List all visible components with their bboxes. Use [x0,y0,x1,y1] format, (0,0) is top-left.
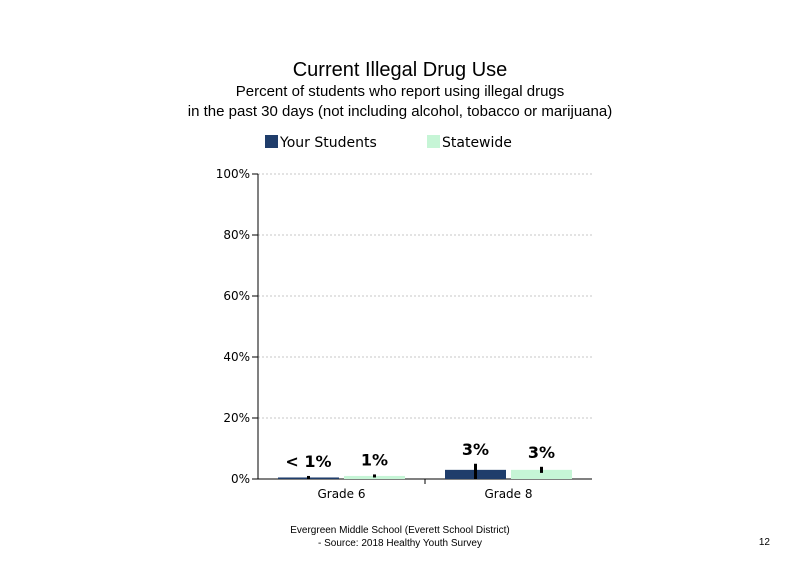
y-tick-label: 0% [231,472,250,486]
subtitle-line-2: in the past 30 days (not including alcoh… [187,103,613,120]
footer-source: - Source: 2018 Healthy Youth Survey [318,538,482,549]
y-tick-label: 100% [216,167,250,181]
page-number: 12 [758,537,770,548]
legend-label: Statewide [442,135,512,151]
legend-swatch [265,135,278,148]
y-tick-label: 80% [223,228,250,242]
chart-subtitle: Percent of students who report using ill… [0,82,800,122]
subtitle-line-1: Percent of students who report using ill… [235,83,565,100]
footer-school: Evergreen Middle School (Everett School … [290,525,510,536]
footer: Evergreen Middle School (Everett School … [200,524,600,550]
x-tick-label: Grade 8 [484,487,532,501]
legend-label: Your Students [279,135,377,151]
data-label: 1% [361,450,388,469]
bar [511,469,572,479]
data-label: < 1% [285,452,331,471]
x-tick-label: Grade 6 [317,487,365,501]
y-tick-label: 20% [223,411,250,425]
data-label: 3% [462,440,489,459]
legend-swatch [427,135,440,148]
chart-title: Current Illegal Drug Use [292,59,508,81]
y-tick-label: 40% [223,350,250,364]
y-tick-label: 60% [223,289,250,303]
data-label: 3% [528,443,555,462]
